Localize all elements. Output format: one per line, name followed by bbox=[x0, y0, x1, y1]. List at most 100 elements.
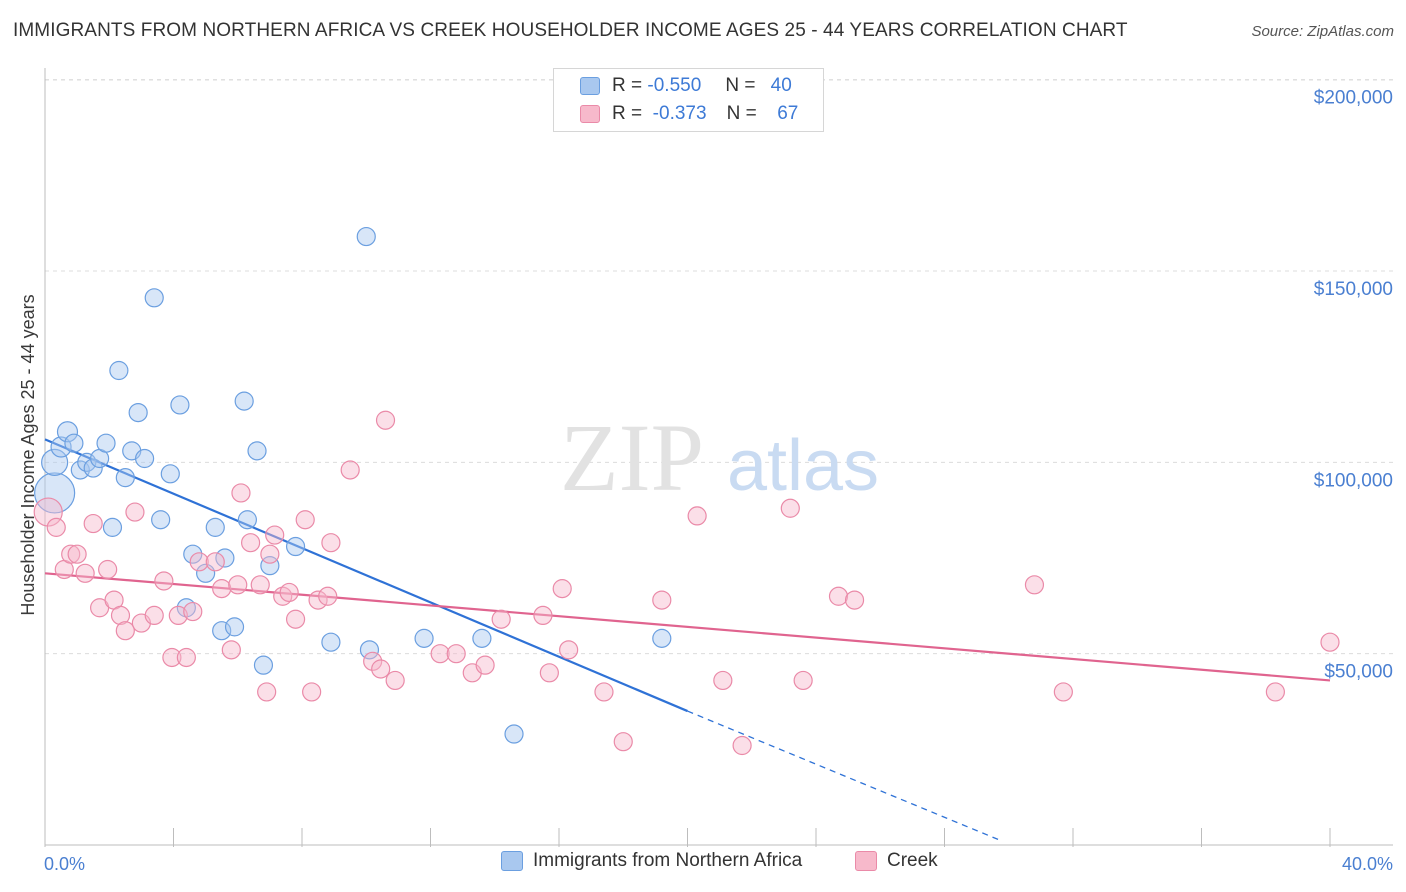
trend-extension-northern-africa bbox=[687, 710, 1003, 842]
point-creek bbox=[652, 590, 672, 610]
point-creek bbox=[539, 663, 559, 683]
point-northern-africa bbox=[83, 458, 103, 478]
trend-lines bbox=[44, 438, 1331, 842]
legend-n-value: 67 bbox=[777, 103, 799, 124]
point-northern-africa bbox=[205, 517, 225, 537]
legend-swatch-pink bbox=[855, 851, 877, 871]
point-northern-africa bbox=[253, 655, 274, 675]
point-northern-africa bbox=[160, 464, 180, 484]
point-northern-africa bbox=[359, 640, 380, 660]
point-northern-africa bbox=[321, 632, 341, 652]
point-creek bbox=[430, 644, 450, 664]
point-northern-africa bbox=[41, 448, 69, 476]
point-creek bbox=[176, 647, 196, 668]
point-northern-africa bbox=[652, 628, 672, 648]
point-creek bbox=[687, 506, 707, 526]
point-northern-africa bbox=[215, 548, 235, 568]
point-creek bbox=[265, 525, 285, 545]
source-label: Source: ZipAtlas.com bbox=[1251, 23, 1394, 40]
legend-n-label: N = bbox=[725, 75, 756, 96]
point-northern-africa bbox=[472, 628, 492, 648]
legend-item-northern-africa: Immigrants from Northern Africa bbox=[501, 850, 802, 872]
point-northern-africa bbox=[234, 391, 254, 411]
point-creek bbox=[183, 601, 203, 622]
point-northern-africa bbox=[224, 617, 245, 637]
point-northern-africa bbox=[212, 621, 232, 641]
point-northern-africa bbox=[34, 472, 76, 514]
point-creek bbox=[1053, 682, 1073, 702]
point-northern-africa bbox=[356, 226, 376, 247]
point-creek bbox=[446, 644, 466, 664]
legend-r-value: -0.550 bbox=[647, 75, 702, 96]
point-northern-africa bbox=[237, 510, 257, 530]
point-creek bbox=[371, 659, 391, 679]
point-creek bbox=[1320, 632, 1340, 652]
series-legend: Immigrants from Northern Africa Creek bbox=[0, 850, 1406, 880]
point-creek bbox=[205, 552, 225, 572]
trend-line-northern-africa bbox=[44, 438, 688, 713]
point-creek bbox=[295, 510, 315, 530]
watermark-atlas: atlas bbox=[727, 426, 879, 506]
point-creek bbox=[154, 571, 174, 591]
stats-legend: R = -0.550 N = 40 R = -0.373 N = 67 bbox=[553, 68, 824, 132]
y-axis-label: Householder Income Ages 25 - 44 years bbox=[18, 294, 38, 615]
point-creek bbox=[594, 682, 614, 702]
y-tick-label: $200,000 bbox=[1314, 88, 1393, 109]
point-creek bbox=[241, 533, 261, 553]
point-northern-africa bbox=[183, 544, 203, 564]
point-creek bbox=[1024, 575, 1045, 595]
point-northern-africa bbox=[504, 724, 524, 744]
point-creek bbox=[257, 682, 277, 702]
point-creek bbox=[98, 559, 118, 580]
legend-item-label: Immigrants from Northern Africa bbox=[533, 850, 803, 871]
point-creek bbox=[168, 605, 188, 626]
chart-title: IMMIGRANTS FROM NORTHERN AFRICA VS CREEK… bbox=[13, 20, 1128, 41]
point-northern-africa bbox=[144, 288, 164, 308]
legend-r-label: R = bbox=[612, 103, 643, 124]
point-northern-africa bbox=[260, 556, 280, 576]
point-creek bbox=[83, 513, 103, 534]
point-creek bbox=[559, 640, 579, 660]
point-creek bbox=[162, 647, 182, 668]
point-northern-africa bbox=[285, 536, 306, 557]
point-northern-africa bbox=[56, 421, 79, 443]
point-northern-africa bbox=[64, 433, 84, 453]
legend-swatch-blue bbox=[580, 77, 600, 95]
point-creek bbox=[475, 655, 495, 675]
legend-r-label: R = bbox=[612, 75, 643, 96]
legend-row-northern-africa: R = -0.550 N = 40 bbox=[554, 72, 792, 100]
point-creek bbox=[533, 605, 553, 626]
point-northern-africa bbox=[134, 448, 155, 469]
point-northern-africa bbox=[414, 628, 434, 648]
legend-n-label: N = bbox=[726, 103, 757, 124]
point-creek bbox=[793, 670, 813, 691]
y-tick-label: $100,000 bbox=[1314, 470, 1393, 491]
point-creek bbox=[75, 563, 95, 583]
point-creek bbox=[285, 609, 306, 629]
point-creek bbox=[302, 682, 322, 702]
trend-line-creek bbox=[44, 572, 1331, 682]
legend-swatch-blue bbox=[501, 851, 523, 871]
point-creek bbox=[67, 544, 87, 564]
point-creek bbox=[221, 640, 241, 660]
point-creek bbox=[613, 732, 633, 752]
point-creek bbox=[385, 670, 405, 691]
point-northern-africa bbox=[115, 468, 135, 488]
y-tick-label: $150,000 bbox=[1314, 279, 1393, 300]
point-creek bbox=[713, 670, 733, 691]
point-creek bbox=[144, 605, 164, 626]
point-northern-africa bbox=[128, 402, 148, 423]
legend-item-creek: Creek bbox=[855, 850, 938, 872]
point-creek bbox=[125, 502, 145, 522]
point-creek bbox=[844, 590, 865, 610]
point-creek bbox=[321, 533, 341, 553]
data-points bbox=[33, 226, 1340, 756]
point-creek bbox=[375, 410, 396, 430]
point-northern-africa bbox=[247, 441, 267, 461]
axes bbox=[44, 68, 1393, 847]
point-creek bbox=[279, 582, 299, 603]
point-creek bbox=[115, 621, 135, 641]
point-northern-africa bbox=[151, 510, 171, 530]
legend-r-value: -0.373 bbox=[652, 103, 707, 124]
point-creek bbox=[231, 483, 251, 503]
